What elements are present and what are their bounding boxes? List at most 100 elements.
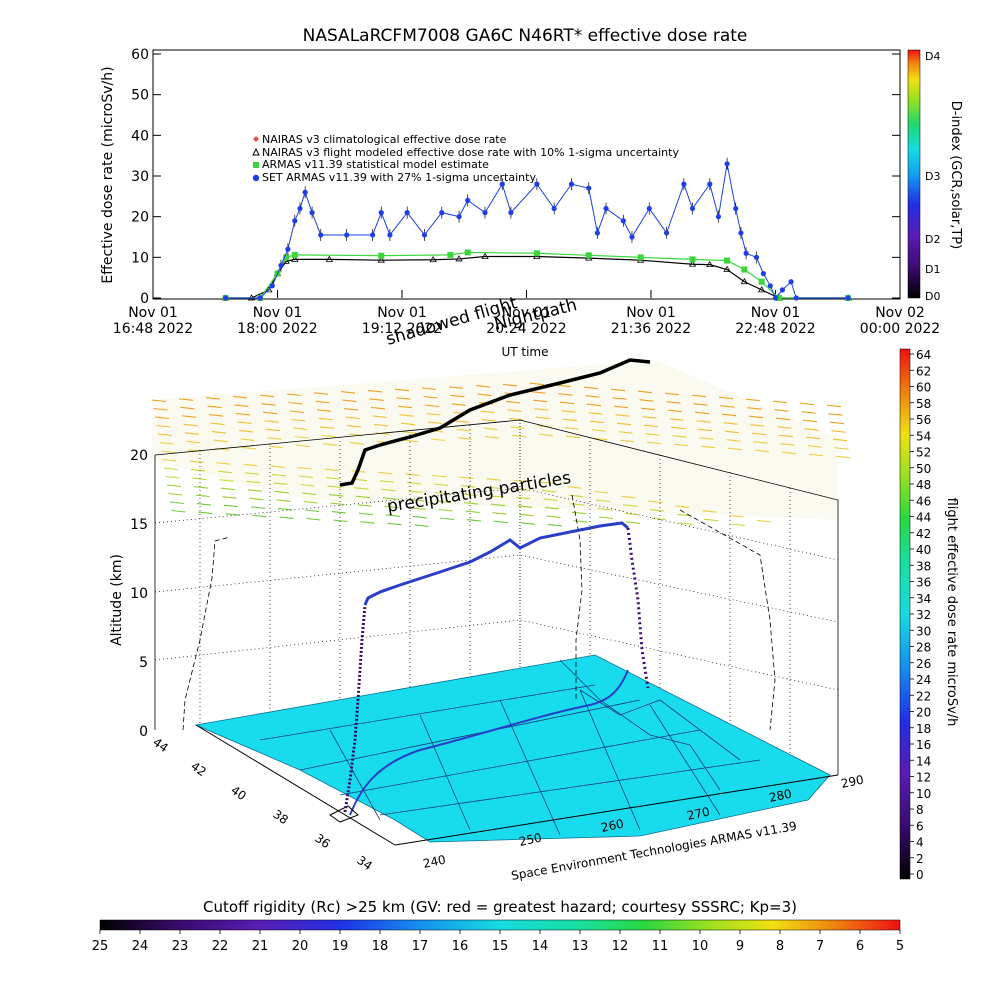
particle-dash <box>247 489 263 492</box>
particle-dash <box>316 409 332 412</box>
particle-dash <box>517 505 533 508</box>
particle-dash <box>618 431 633 434</box>
particle-dash <box>165 475 180 479</box>
cutoff-rigidity-title: Cutoff rigidity (Rc) >25 km (GV: red = g… <box>203 898 797 916</box>
particle-dash <box>835 455 851 459</box>
particle-dash <box>277 507 293 511</box>
longitude-tick-label: 280 <box>768 786 793 804</box>
particle-dash <box>178 398 194 401</box>
particle-dash <box>559 401 575 405</box>
particle-dash <box>159 441 174 445</box>
particle-dash <box>513 479 528 483</box>
data-point-nairas <box>706 260 714 268</box>
data-point-armas-model <box>724 257 731 264</box>
particle-dash <box>598 516 614 520</box>
particle-dash <box>511 434 527 438</box>
particle-dash <box>483 427 498 431</box>
data-point-set-armas <box>767 283 773 289</box>
data-point-set-armas <box>508 210 514 216</box>
data-point-armas-model <box>533 250 540 257</box>
particle-dash <box>694 411 710 415</box>
data-point-armas-model <box>758 278 765 285</box>
particle-dash <box>400 422 416 426</box>
longitude-tick-label: 260 <box>600 816 625 834</box>
particle-dash <box>243 463 258 467</box>
particle-dash <box>718 396 734 400</box>
x-tick-label-time: 00:00 2022 <box>860 321 940 337</box>
particle-dash <box>382 497 398 500</box>
particle-dash <box>592 437 608 441</box>
particle-dash <box>321 434 336 438</box>
colorbar-tick-label: 50 <box>916 462 931 476</box>
particle-dash <box>267 437 282 440</box>
data-point-set-armas <box>387 232 393 238</box>
particle-dash <box>189 460 204 464</box>
data-point-set-armas <box>663 230 670 236</box>
flight-path-ascent <box>343 604 367 813</box>
particle-dash <box>804 428 819 431</box>
particle-dash <box>480 410 495 414</box>
particle-dash <box>457 437 473 440</box>
particle-dash <box>492 512 507 515</box>
particle-dash <box>180 406 195 410</box>
data-point-set-armas <box>465 197 471 203</box>
data-point-set-armas <box>681 181 687 187</box>
rc-tick-label: 20 <box>292 939 309 954</box>
data-point-set-armas <box>482 210 488 216</box>
colorbar-tick-label: 28 <box>916 641 931 655</box>
particle-dash <box>514 488 530 491</box>
particle-dash <box>564 427 579 430</box>
particle-dash <box>556 384 572 388</box>
data-point-set-armas <box>733 205 739 212</box>
data-point-set-armas <box>603 205 609 212</box>
data-point-set-armas <box>404 210 410 216</box>
particle-dash <box>799 402 815 406</box>
particle-dash <box>541 489 557 493</box>
data-point-set-armas <box>594 230 600 236</box>
colorbar-tick-label: 6 <box>916 819 924 833</box>
particle-dash <box>409 498 425 502</box>
particle-dash <box>610 388 626 392</box>
rc-tick-label: 23 <box>172 939 189 954</box>
particle-dash <box>190 469 206 472</box>
particle-dash <box>193 486 209 489</box>
particle-dash <box>772 400 788 404</box>
colorbar-tick-label: 22 <box>916 689 931 703</box>
particle-dash <box>378 471 393 475</box>
particle-dash <box>693 403 708 406</box>
data-point-nairas <box>377 256 385 263</box>
particle-dash <box>427 421 443 425</box>
data-point-nairas <box>325 255 334 262</box>
data-point-set-armas <box>292 218 298 224</box>
particle-dash <box>565 435 581 439</box>
rc-tick-label: 8 <box>776 939 784 954</box>
x-tick-label-time: 22:48 2022 <box>735 321 815 337</box>
particle-dash <box>387 522 402 526</box>
data-point-armas-model <box>291 251 298 258</box>
data-point-armas-model <box>447 251 454 258</box>
particle-dash <box>756 519 771 523</box>
particle-dash <box>153 407 168 411</box>
particle-dash <box>573 520 588 523</box>
colorbar-tick-label: 56 <box>916 413 931 427</box>
particle-dash <box>805 436 821 440</box>
x-tick-label-date: Nov 02 <box>875 305 925 321</box>
particle-dash <box>303 500 318 504</box>
x-tick-label-date: Nov 01 <box>128 305 178 321</box>
data-point-set-armas <box>620 218 626 224</box>
particle-dash <box>295 444 311 448</box>
particle-dash <box>672 435 687 438</box>
particle-dash <box>664 392 680 396</box>
particle-dash <box>355 495 371 499</box>
particle-dash <box>358 512 374 516</box>
particle-dash <box>220 487 236 491</box>
particle-dash <box>216 462 231 465</box>
particle-dash <box>196 503 212 506</box>
particle-dash <box>774 409 789 412</box>
rc-tick-label: 18 <box>372 939 389 954</box>
particle-dash <box>301 492 317 496</box>
longitude-axis-line <box>394 774 839 846</box>
particle-dash <box>222 496 237 499</box>
colorbar-tick-label: 62 <box>916 364 931 378</box>
